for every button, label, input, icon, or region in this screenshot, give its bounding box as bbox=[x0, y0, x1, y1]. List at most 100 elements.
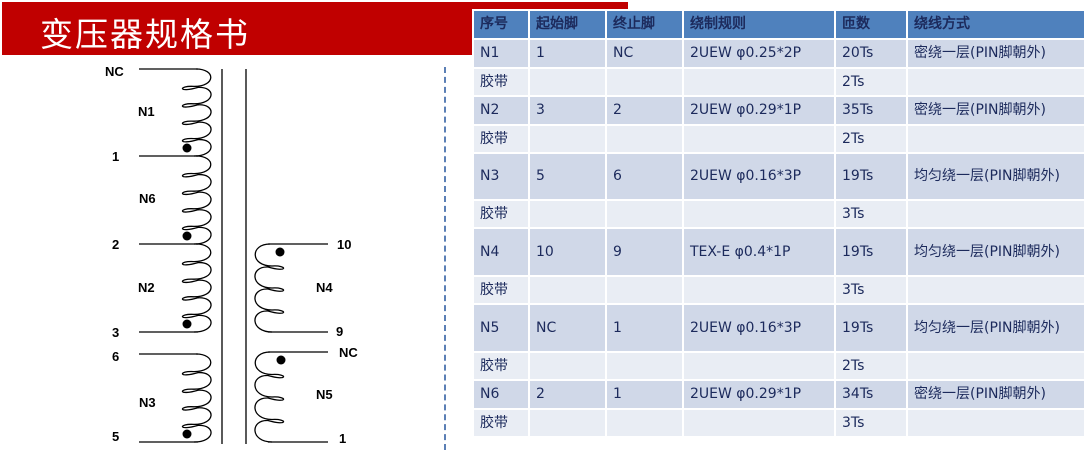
table-cell: 密绕一层(PIN脚朝外) bbox=[906, 95, 1086, 126]
table-row: 胶带 3Ts bbox=[472, 408, 1086, 438]
table-cell: 均匀绕一层(PIN脚朝外) bbox=[906, 152, 1086, 201]
table-cell: 密绕一层(PIN脚朝外) bbox=[906, 38, 1086, 69]
table-cell bbox=[605, 408, 684, 438]
table-cell: 20Ts bbox=[834, 38, 908, 69]
table-cell bbox=[528, 199, 607, 229]
table-cell bbox=[906, 67, 1086, 97]
table-cell: 胶带 bbox=[472, 351, 530, 381]
table-cell: 19Ts bbox=[834, 152, 908, 201]
table-cell: N3 bbox=[472, 152, 530, 201]
table-cell bbox=[528, 275, 607, 305]
page-title: 变压器规格书 bbox=[40, 15, 250, 54]
table-cell: 34Ts bbox=[834, 379, 908, 410]
table-cell: 2 bbox=[528, 379, 607, 410]
table-cell bbox=[528, 124, 607, 154]
table-cell: 2UEW φ0.29*1P bbox=[682, 379, 836, 410]
table-row: 胶带 2Ts bbox=[472, 67, 1086, 97]
table-row: N5 NC 1 2UEW φ0.16*3P 19Ts 均匀绕一层(PIN脚朝外) bbox=[472, 303, 1086, 353]
polarity-dot bbox=[182, 319, 192, 329]
table-cell: 3Ts bbox=[834, 275, 908, 305]
column-header: 绕线方式 bbox=[906, 9, 1086, 40]
table-cell bbox=[605, 124, 684, 154]
polarity-dot bbox=[275, 247, 285, 257]
table-cell: 1 bbox=[605, 379, 684, 410]
table-cell bbox=[906, 275, 1086, 305]
pin-label: 3 bbox=[112, 325, 119, 340]
table-cell bbox=[906, 124, 1086, 154]
table-cell: 2Ts bbox=[834, 124, 908, 154]
table-cell: 2UEW φ0.16*3P bbox=[682, 152, 836, 201]
column-header: 终止脚 bbox=[605, 9, 684, 40]
table-cell bbox=[906, 408, 1086, 438]
table-cell: 1 bbox=[528, 38, 607, 69]
winding-coil-n4 bbox=[254, 243, 285, 333]
polarity-dot bbox=[182, 231, 192, 241]
table-cell: 6 bbox=[605, 152, 684, 201]
table-cell bbox=[605, 351, 684, 381]
table-cell bbox=[682, 351, 836, 381]
table-cell: N1 bbox=[472, 38, 530, 69]
table-cell: 3 bbox=[528, 95, 607, 126]
table-row: 胶带 2Ts bbox=[472, 124, 1086, 154]
table-cell: N6 bbox=[472, 379, 530, 410]
table-cell bbox=[682, 275, 836, 305]
polarity-dot bbox=[182, 429, 192, 439]
winding-coil-n6 bbox=[181, 155, 212, 245]
pin-label: NC bbox=[105, 64, 124, 79]
table-row: N4 10 9 TEX-E φ0.4*1P 19Ts 均匀绕一层(PIN脚朝外) bbox=[472, 227, 1086, 277]
table-row: 胶带 3Ts bbox=[472, 275, 1086, 305]
table-cell: 2Ts bbox=[834, 351, 908, 381]
table-cell: 2 bbox=[605, 95, 684, 126]
pin-label: 9 bbox=[336, 324, 343, 339]
table-row: N6 2 1 2UEW φ0.29*1P 34Ts 密绕一层(PIN脚朝外) bbox=[472, 379, 1086, 410]
table-cell: 2UEW φ0.25*2P bbox=[682, 38, 836, 69]
table-cell: TEX-E φ0.4*1P bbox=[682, 227, 836, 277]
table-cell: 胶带 bbox=[472, 408, 530, 438]
table-cell: 3Ts bbox=[834, 199, 908, 229]
table-cell: 3Ts bbox=[834, 408, 908, 438]
table-cell: 胶带 bbox=[472, 275, 530, 305]
table-cell bbox=[605, 275, 684, 305]
table-cell: 2UEW φ0.29*1P bbox=[682, 95, 836, 126]
table-cell: 胶带 bbox=[472, 124, 530, 154]
winding-label: N2 bbox=[138, 280, 155, 295]
table-cell bbox=[682, 124, 836, 154]
winding-label: N4 bbox=[316, 280, 333, 295]
column-header: 绕制规则 bbox=[682, 9, 836, 40]
winding-spec-table: 序号 起始脚 终止脚 绕制规则 匝数 绕线方式 N1 1 NC 2UEW φ0.25*2P 20T… bbox=[472, 9, 1086, 438]
pin-label: 1 bbox=[339, 431, 346, 446]
table-cell: N5 bbox=[472, 303, 530, 353]
table-cell bbox=[906, 351, 1086, 381]
winding-label: N3 bbox=[139, 395, 156, 410]
winding-label: N5 bbox=[316, 387, 333, 402]
winding-coil-n2 bbox=[181, 243, 212, 333]
table-cell: NC bbox=[528, 303, 607, 353]
table-cell: 均匀绕一层(PIN脚朝外) bbox=[906, 303, 1086, 353]
table-row: 胶带 2Ts bbox=[472, 351, 1086, 381]
table-cell bbox=[528, 408, 607, 438]
winding-coil-n1 bbox=[181, 68, 212, 157]
table-cell: 胶带 bbox=[472, 67, 530, 97]
table-cell bbox=[605, 199, 684, 229]
table-row: N3 5 6 2UEW φ0.16*3P 19Ts 均匀绕一层(PIN脚朝外) bbox=[472, 152, 1086, 201]
table-cell: NC bbox=[605, 38, 684, 69]
column-header: 匝数 bbox=[834, 9, 908, 40]
table-cell: 胶带 bbox=[472, 199, 530, 229]
pin-label: 5 bbox=[112, 429, 119, 444]
table-cell: 10 bbox=[528, 227, 607, 277]
table-cell: 均匀绕一层(PIN脚朝外) bbox=[906, 227, 1086, 277]
table-cell: 35Ts bbox=[834, 95, 908, 126]
table-cell bbox=[682, 199, 836, 229]
table-cell: 19Ts bbox=[834, 227, 908, 277]
table-cell bbox=[682, 67, 836, 97]
table-cell: 2UEW φ0.16*3P bbox=[682, 303, 836, 353]
pin-label: 1 bbox=[112, 149, 119, 164]
column-header: 序号 bbox=[472, 9, 530, 40]
table-cell bbox=[528, 351, 607, 381]
table-row: N1 1 NC 2UEW φ0.25*2P 20Ts 密绕一层(PIN脚朝外) bbox=[472, 38, 1086, 69]
table-cell: 19Ts bbox=[834, 303, 908, 353]
column-header: 起始脚 bbox=[528, 9, 607, 40]
winding-label: N6 bbox=[139, 191, 156, 206]
pin-label: 6 bbox=[112, 349, 119, 364]
winding-coil-n3 bbox=[181, 353, 212, 443]
